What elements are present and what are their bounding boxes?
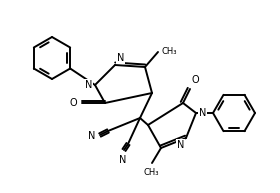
Text: O: O bbox=[192, 75, 200, 85]
Text: N: N bbox=[199, 108, 206, 118]
Text: N: N bbox=[119, 155, 127, 165]
Text: N: N bbox=[117, 53, 124, 63]
Text: N: N bbox=[85, 80, 92, 90]
Text: CH₃: CH₃ bbox=[161, 47, 176, 56]
Text: N: N bbox=[88, 131, 95, 141]
Text: CH₃: CH₃ bbox=[143, 168, 159, 177]
Text: N: N bbox=[177, 140, 184, 150]
Text: O: O bbox=[69, 98, 77, 108]
